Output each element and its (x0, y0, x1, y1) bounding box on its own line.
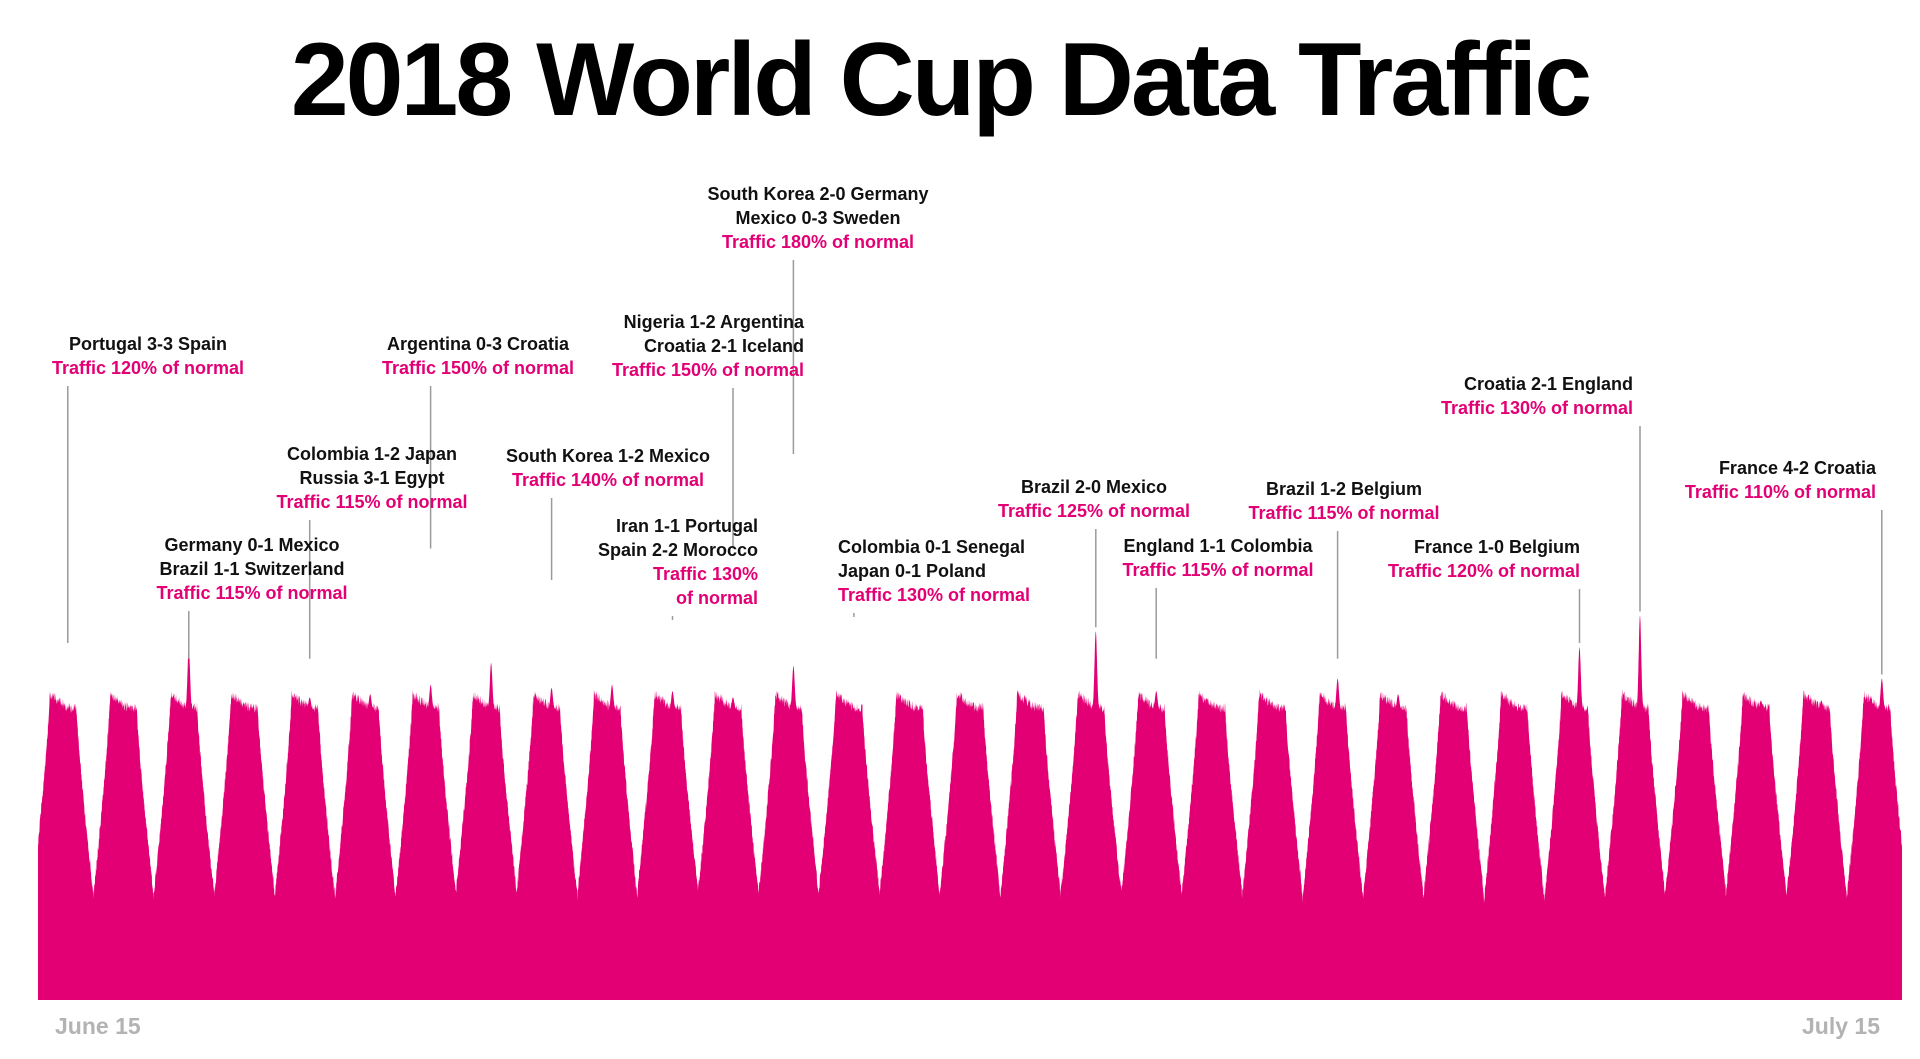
annotation-match: Spain 2-2 Morocco (598, 540, 758, 560)
annotation-traffic: Traffic 115% of normal (1122, 560, 1313, 580)
annotation-traffic: Traffic 115% of normal (156, 583, 347, 603)
annotation-traffic: Traffic 125% of normal (998, 501, 1190, 521)
annotation: France 1-0 Belgium Traffic 120% of normal (1388, 537, 1580, 581)
annotation-match: Brazil 1-1 Switzerland (159, 559, 344, 579)
annotation: Colombia 1-2 Japan Russia 3-1 Egypt Traffi… (276, 444, 467, 512)
annotation: Portugal 3-3 Spain Traffic 120% of normal (52, 334, 244, 378)
chart-title: 2018 World Cup Data Traffic (290, 22, 1592, 138)
annotation-match: England 1-1 Colombia (1123, 536, 1313, 556)
annotation: Nigeria 1-2 Argentina Croatia 2-1 Iceland… (612, 312, 805, 380)
annotation: France 4-2 Croatia Traffic 110% of normal (1685, 458, 1877, 502)
annotation-match: Japan 0-1 Poland (838, 561, 986, 581)
traffic-area (38, 615, 1902, 1000)
annotation-match: Nigeria 1-2 Argentina (624, 312, 805, 332)
annotation-match: France 4-2 Croatia (1719, 458, 1877, 478)
annotation-leader-layer (67, 260, 1883, 675)
annotation-match: Colombia 1-2 Japan (287, 444, 457, 464)
annotation-traffic: Traffic 130% of normal (838, 585, 1030, 605)
annotation: Iran 1-1 Portugal Spain 2-2 Morocco Traffi… (598, 516, 758, 608)
annotation-match: South Korea 1-2 Mexico (506, 446, 710, 466)
annotation-traffic: Traffic 120% of normal (1388, 561, 1580, 581)
annotation: Germany 0-1 Mexico Brazil 1-1 Switzerland… (156, 535, 347, 603)
annotation-traffic: Traffic 115% of normal (276, 492, 467, 512)
x-tick-label-start: June 15 (55, 1013, 141, 1039)
annotation: Croatia 2-1 England Traffic 130% of norma… (1441, 374, 1633, 418)
annotation-match: France 1-0 Belgium (1414, 537, 1580, 557)
annotation: England 1-1 Colombia Traffic 115% of norm… (1122, 536, 1313, 580)
annotation: Argentina 0-3 Croatia Traffic 150% of nor… (382, 334, 574, 378)
annotation-traffic: Traffic 120% of normal (52, 358, 244, 378)
annotation-match: Portugal 3-3 Spain (69, 334, 227, 354)
annotation-traffic: Traffic 130% (653, 564, 758, 584)
annotation: Brazil 1-2 Belgium Traffic 115% of normal (1248, 479, 1439, 523)
annotation-match: South Korea 2-0 Germany (707, 184, 928, 204)
annotation: Colombia 0-1 Senegal Japan 0-1 Poland Traf… (838, 537, 1030, 605)
annotation-match: Iran 1-1 Portugal (616, 516, 758, 536)
annotation: South Korea 2-0 Germany Mexico 0-3 Sweden… (707, 184, 928, 252)
annotation-traffic: of normal (676, 588, 758, 608)
annotation: Brazil 2-0 Mexico Traffic 125% of normal (998, 477, 1190, 521)
annotation-match: Colombia 0-1 Senegal (838, 537, 1025, 557)
annotation-traffic: Traffic 180% of normal (722, 232, 914, 252)
annotation-traffic: Traffic 140% of normal (512, 470, 704, 490)
annotation-match: Croatia 2-1 England (1464, 374, 1633, 394)
annotation-match: Mexico 0-3 Sweden (735, 208, 900, 228)
annotation-match: Russia 3-1 Egypt (299, 468, 444, 488)
annotation-traffic: Traffic 110% of normal (1685, 482, 1876, 502)
annotation-traffic: Traffic 130% of normal (1441, 398, 1633, 418)
traffic-area-layer (38, 615, 1902, 1000)
annotation-traffic: Traffic 115% of normal (1248, 503, 1439, 523)
annotation-match: Brazil 2-0 Mexico (1021, 477, 1167, 497)
annotation-traffic: Traffic 150% of normal (382, 358, 574, 378)
x-tick-label-end: July 15 (1802, 1013, 1880, 1039)
annotation-match: Croatia 2-1 Iceland (644, 336, 804, 356)
annotation-match: Brazil 1-2 Belgium (1266, 479, 1422, 499)
annotation-match: Argentina 0-3 Croatia (387, 334, 570, 354)
annotation-label-layer: Portugal 3-3 Spain Traffic 120% of normal… (52, 184, 1877, 608)
annotation: South Korea 1-2 Mexico Traffic 140% of no… (506, 446, 710, 490)
annotation-match: Germany 0-1 Mexico (164, 535, 339, 555)
annotation-traffic: Traffic 150% of normal (612, 360, 804, 380)
